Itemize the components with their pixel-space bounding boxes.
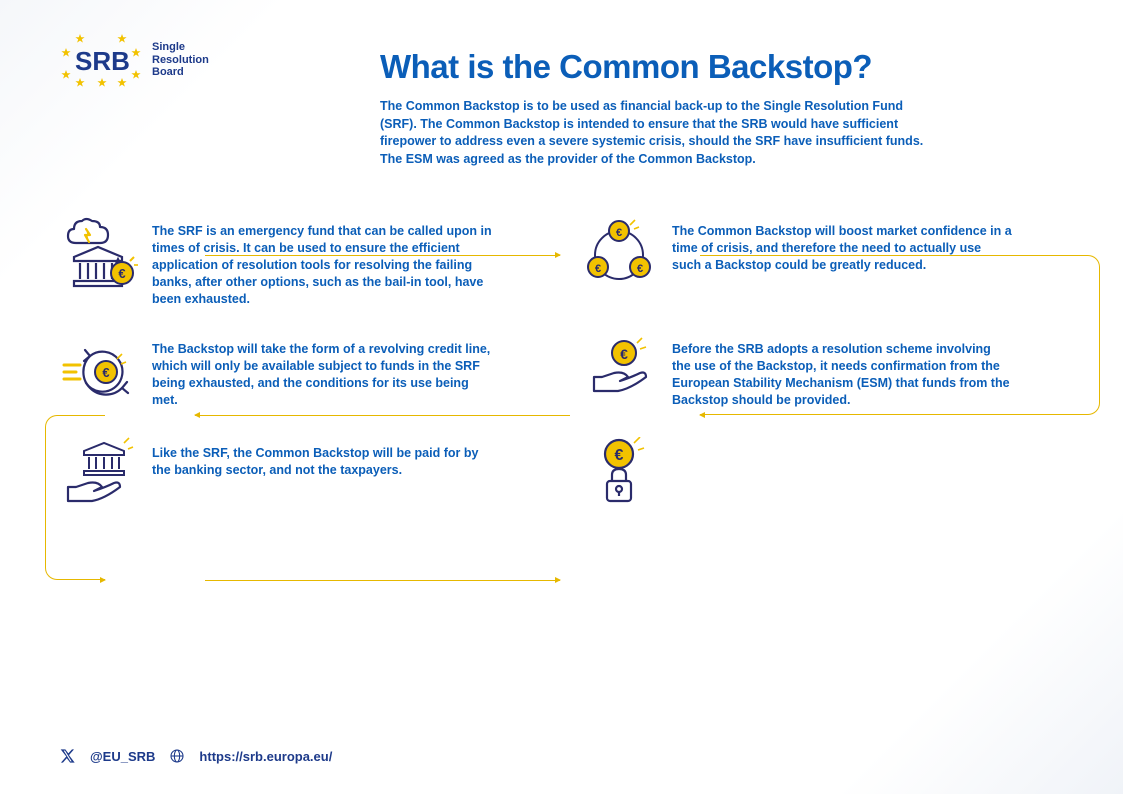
globe-icon	[169, 748, 185, 764]
step-5: Like the SRF, the Common Backstop will b…	[60, 437, 540, 515]
x-twitter-icon	[60, 748, 76, 764]
step-1-text: The SRF is an emergency fund that can be…	[152, 215, 492, 307]
header-block: What is the Common Backstop? The Common …	[380, 48, 1020, 168]
step-2-text: The Common Backstop will boost market co…	[672, 215, 1012, 307]
step-3-text: Before the SRB adopts a resolution schem…	[672, 333, 1012, 411]
bank-hand-icon	[60, 437, 138, 515]
intro-text: The Common Backstop is to be used as fin…	[380, 98, 940, 168]
flow-row: Like the SRF, the Common Backstop will b…	[60, 437, 1073, 515]
svg-text:€: €	[615, 447, 624, 464]
step-6: €	[580, 437, 1060, 515]
step-4-text: The Backstop will take the form of a rev…	[152, 333, 492, 411]
revolving-credit-icon: €	[60, 333, 138, 411]
svg-text:€: €	[637, 263, 643, 275]
svg-text:€: €	[620, 346, 628, 362]
euro-lock-icon: €	[580, 437, 658, 515]
bank-crisis-icon: €	[60, 215, 138, 307]
svg-text:€: €	[595, 263, 601, 275]
euro-network-icon: € € €	[580, 215, 658, 307]
brand-name-line: Resolution	[152, 54, 209, 67]
flow-arrow	[205, 580, 560, 581]
svg-text:SRB: SRB	[75, 46, 130, 76]
brand-name: Single Resolution Board	[152, 41, 209, 79]
srb-logo-mark: SRB	[60, 30, 144, 90]
svg-text:€: €	[616, 227, 622, 239]
flow-row: € The SRF is an emergency fund that can …	[60, 215, 1073, 307]
flow-grid: € The SRF is an emergency fund that can …	[60, 215, 1073, 541]
flow-row: € The Backstop will take the form of a r…	[60, 333, 1073, 411]
step-2: € € € The Common Backstop will boost mar…	[580, 215, 1060, 307]
svg-text:€: €	[102, 365, 109, 380]
footer: @EU_SRB https://srb.europa.eu/	[60, 748, 332, 764]
page-title: What is the Common Backstop?	[380, 48, 1020, 86]
website-url[interactable]: https://srb.europa.eu/	[199, 749, 332, 764]
step-1: € The SRF is an emergency fund that can …	[60, 215, 540, 307]
twitter-handle[interactable]: @EU_SRB	[90, 749, 155, 764]
step-5-text: Like the SRF, the Common Backstop will b…	[152, 437, 492, 515]
brand-name-line: Board	[152, 66, 209, 79]
step-4: € The Backstop will take the form of a r…	[60, 333, 540, 411]
brand-name-line: Single	[152, 41, 209, 54]
step-3: € Before the SRB adopts a resolution sch…	[580, 333, 1060, 411]
page: SRB Single Resolution Board What is the …	[0, 0, 1123, 794]
svg-text:€: €	[118, 266, 125, 281]
euro-hand-icon: €	[580, 333, 658, 411]
